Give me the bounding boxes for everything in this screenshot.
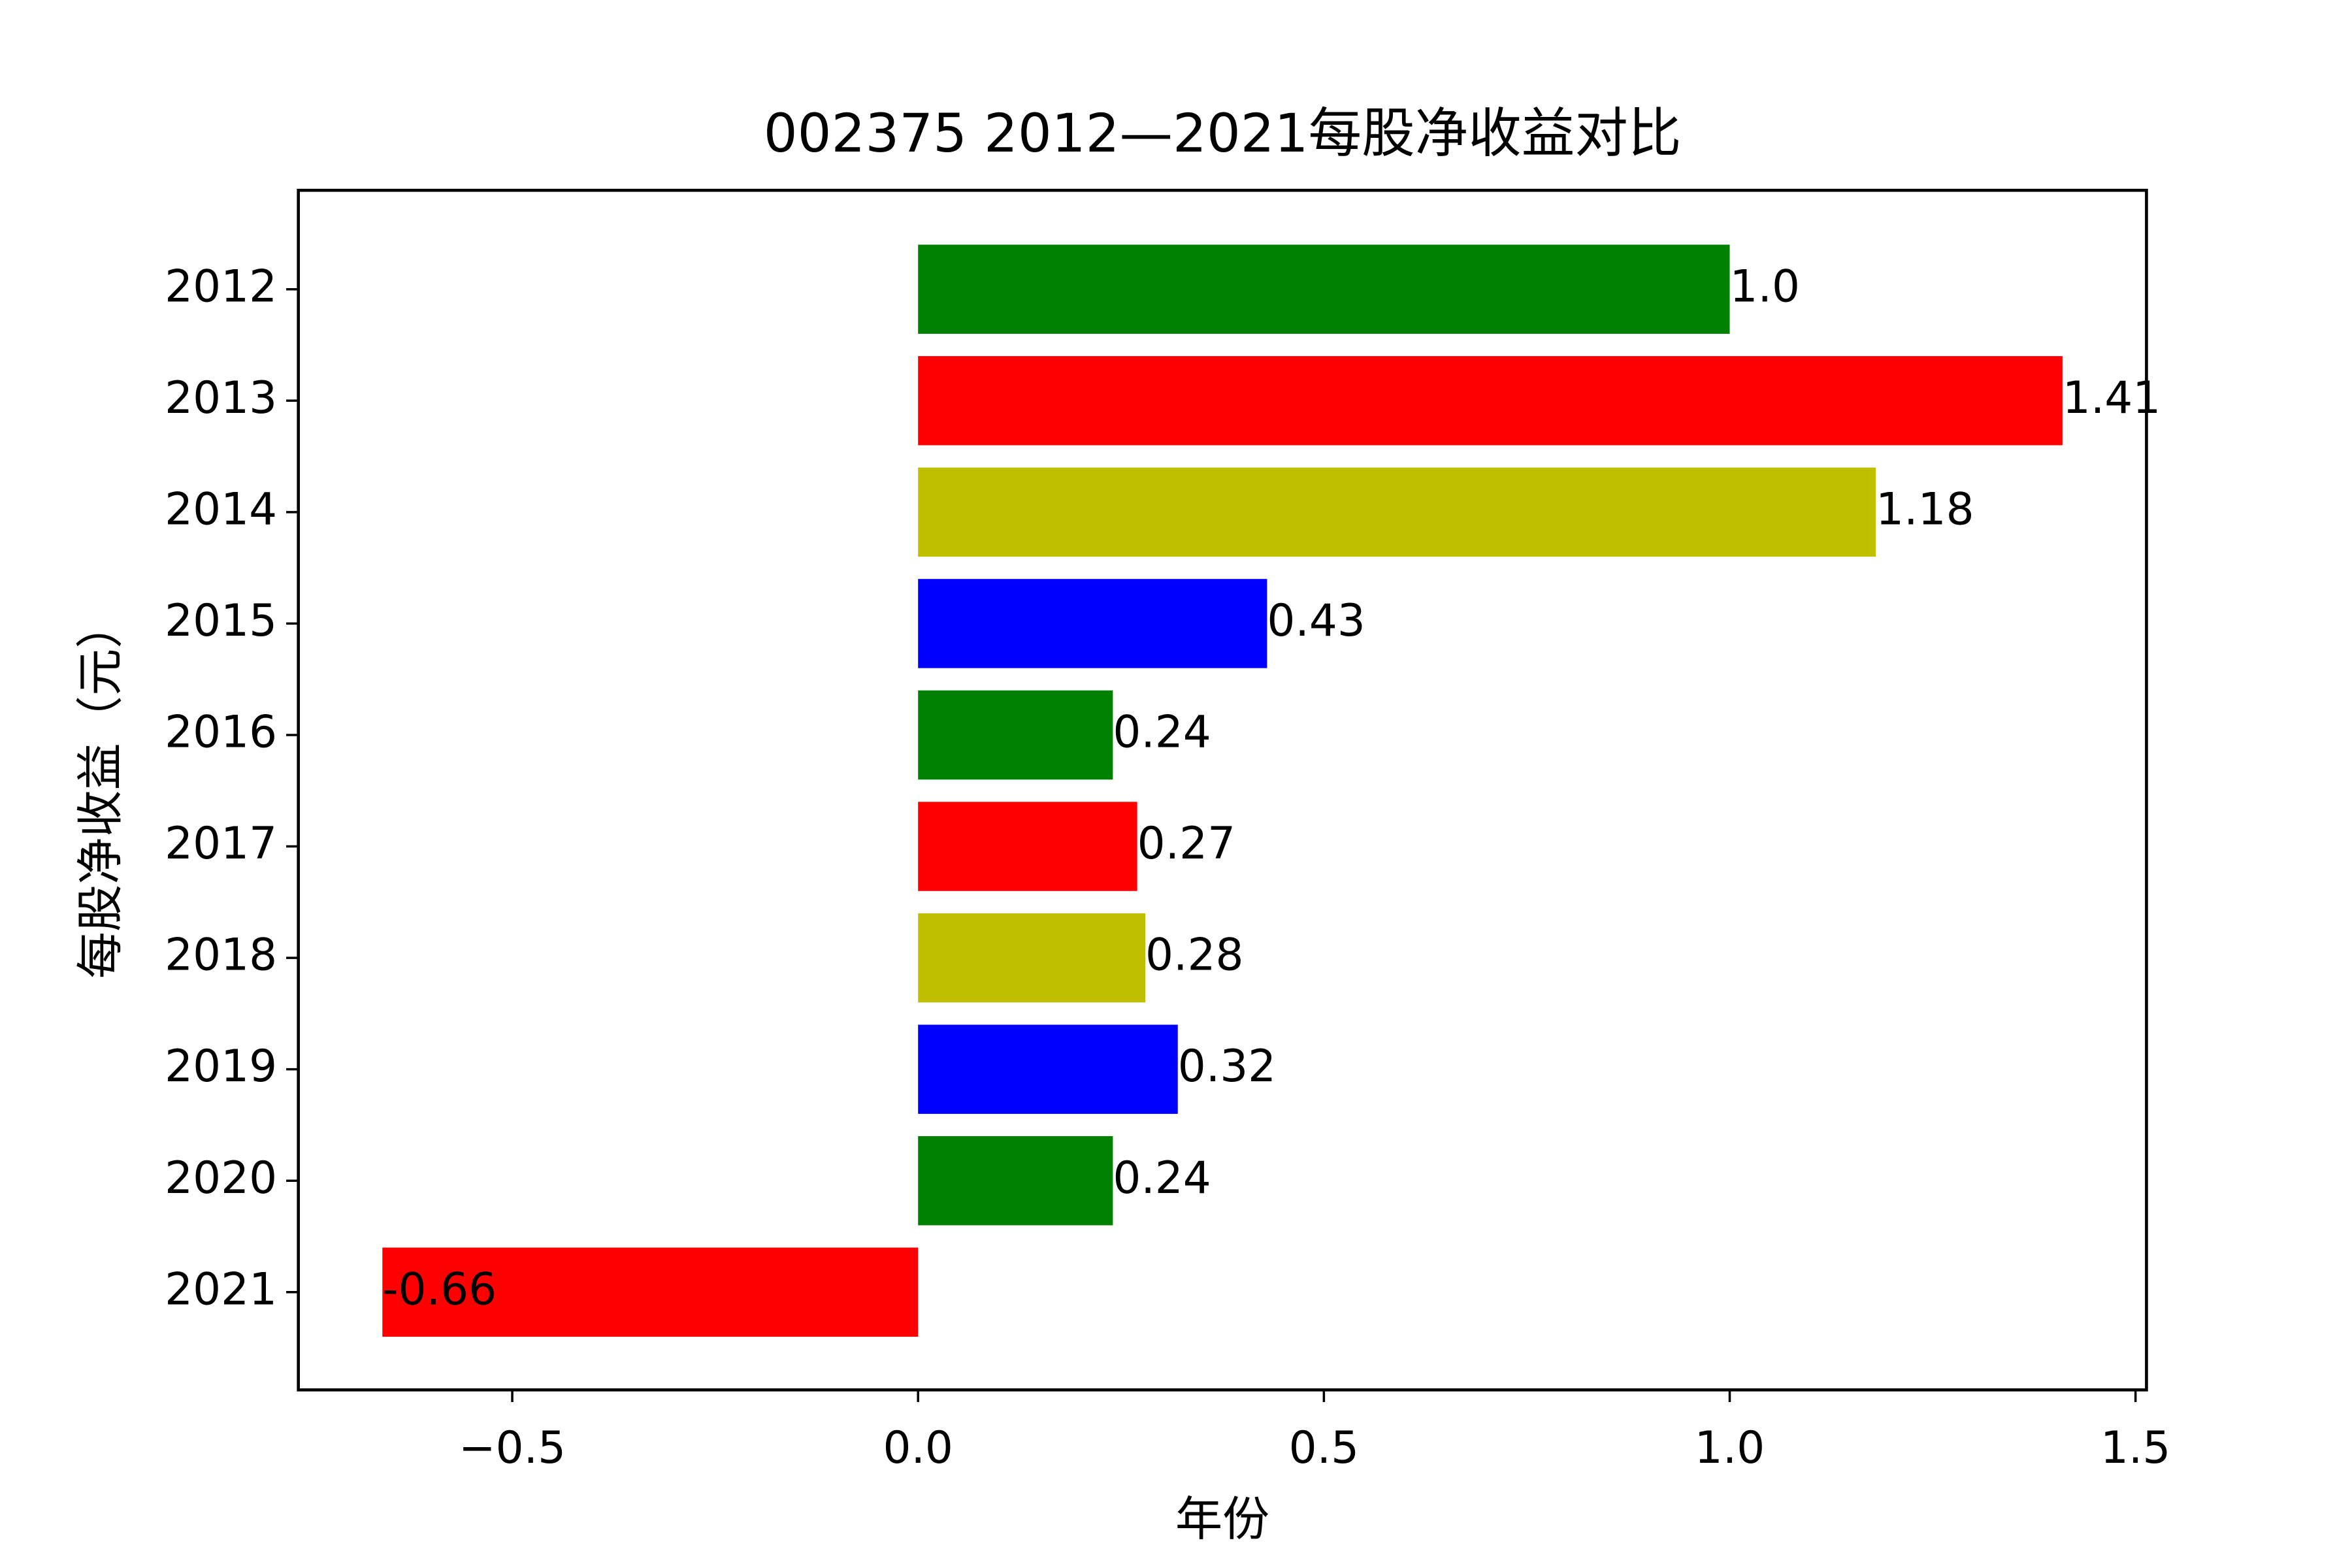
value-label: 0.32 <box>1178 1040 1276 1092</box>
bar <box>918 1024 1178 1114</box>
x-tick-label: 1.5 <box>2100 1422 2170 1473</box>
y-tick-label: 2012 <box>165 260 277 312</box>
y-tick-label: 2015 <box>165 595 277 646</box>
y-tick-label: 2019 <box>165 1040 277 1092</box>
value-label: 0.28 <box>1145 929 1243 981</box>
y-tick-label: 2013 <box>165 372 277 423</box>
bar <box>918 690 1113 780</box>
bar <box>918 802 1137 891</box>
bar <box>918 579 1267 668</box>
value-label: 1.41 <box>2063 372 2161 423</box>
x-tick-label: −0.5 <box>459 1422 566 1473</box>
bar <box>918 1135 1113 1226</box>
y-tick-label: 2020 <box>165 1152 277 1203</box>
value-label: 1.18 <box>1876 483 1974 534</box>
bar <box>382 1247 919 1337</box>
y-tick-label: 2016 <box>165 706 277 758</box>
value-label: 0.43 <box>1267 595 1365 646</box>
x-tick-label: 1.0 <box>1695 1422 1765 1473</box>
y-tick-label: 2014 <box>165 483 277 534</box>
y-tick-label: 2021 <box>165 1263 277 1315</box>
y-tick-label: 2017 <box>165 817 277 869</box>
bar <box>918 244 1730 334</box>
value-label: 0.24 <box>1113 706 1211 758</box>
chart-title: 002375 2012—2021每股净收益对比 <box>764 103 1682 165</box>
x-axis-label: 年份 <box>1175 1492 1269 1547</box>
value-label: 0.27 <box>1137 817 1235 869</box>
bar <box>918 913 1146 1003</box>
bar <box>918 356 2063 446</box>
y-tick-label: 2018 <box>165 929 277 981</box>
y-axis-label: 每股净收益（元） <box>73 601 128 979</box>
value-label: 0.24 <box>1113 1152 1211 1203</box>
x-tick-label: 0.5 <box>1289 1422 1359 1473</box>
value-label: 1.0 <box>1730 260 1800 312</box>
value-label: -0.66 <box>382 1263 497 1315</box>
bar <box>918 467 1876 557</box>
x-tick-label: 0.0 <box>883 1422 953 1473</box>
plot-frame <box>297 188 2148 1392</box>
